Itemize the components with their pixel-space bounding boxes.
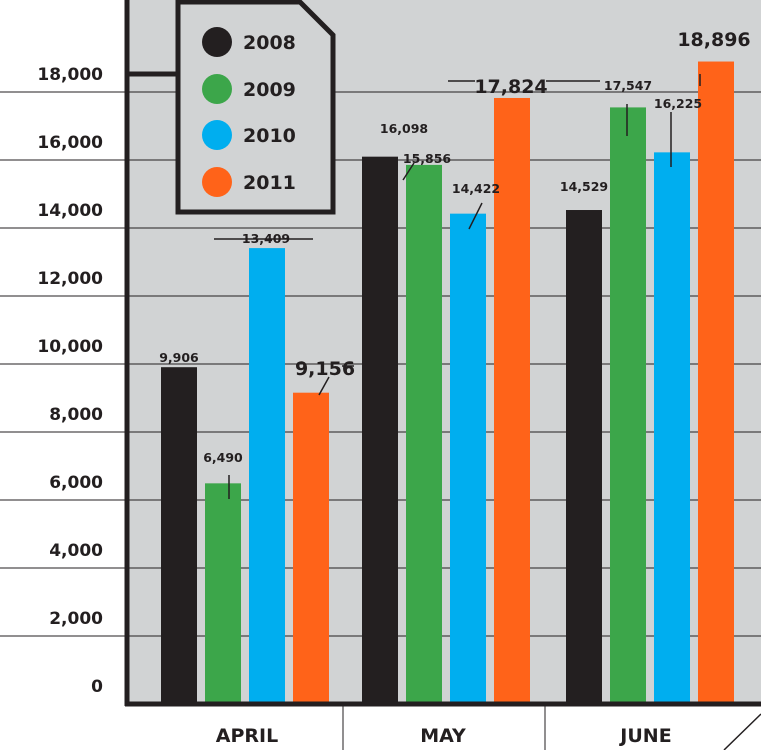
y-tick-label: 12,000	[37, 269, 103, 289]
legend-swatch	[202, 27, 232, 57]
data-label: 15,856	[403, 151, 452, 166]
leader-line	[468, 202, 483, 230]
legend-swatch	[202, 74, 232, 104]
legend-swatch	[202, 167, 232, 197]
x-category-label: APRIL	[216, 725, 278, 747]
data-label: 16,225	[654, 96, 702, 111]
y-tick-label: 0	[91, 677, 103, 697]
data-label: 18,896	[677, 29, 750, 51]
x-category-label: MAY	[420, 725, 466, 747]
bar	[161, 367, 197, 704]
corner-slash	[723, 713, 761, 750]
y-tick-label: 2,000	[49, 609, 103, 629]
data-label: 17,824	[474, 76, 547, 98]
data-label: 9,156	[295, 358, 355, 380]
bar	[654, 152, 690, 705]
y-tick-label: 6,000	[49, 473, 103, 493]
y-tick-label: 18,000	[37, 65, 103, 85]
bar	[610, 107, 646, 705]
y-tick-label: 16,000	[37, 133, 103, 153]
data-label: 14,422	[452, 181, 500, 196]
bar	[293, 392, 329, 704]
legend-label: 2009	[243, 79, 296, 101]
data-label: 6,490	[203, 450, 243, 465]
y-tick-label: 4,000	[49, 541, 103, 561]
legend-label: 2011	[243, 172, 296, 194]
bar	[362, 156, 398, 705]
bar	[450, 213, 486, 705]
x-category-label: JUNE	[618, 725, 671, 747]
legend-label: 2010	[243, 125, 296, 147]
bar	[566, 210, 602, 705]
bar	[249, 248, 285, 704]
bar	[698, 61, 734, 704]
bar	[205, 483, 241, 704]
leader-line	[318, 376, 330, 396]
bar	[494, 97, 530, 704]
leader-line	[402, 162, 415, 181]
legend-swatch	[202, 120, 232, 150]
bar	[406, 164, 442, 704]
y-tick-label: 14,000	[37, 201, 103, 221]
data-label: 17,547	[604, 78, 652, 93]
y-tick-label: 10,000	[37, 337, 103, 357]
y-tick-label: 8,000	[49, 405, 103, 425]
data-label: 14,529	[560, 179, 608, 194]
data-label: 9,906	[159, 350, 199, 365]
data-label: 16,098	[380, 121, 428, 136]
legend-label: 2008	[243, 32, 296, 54]
